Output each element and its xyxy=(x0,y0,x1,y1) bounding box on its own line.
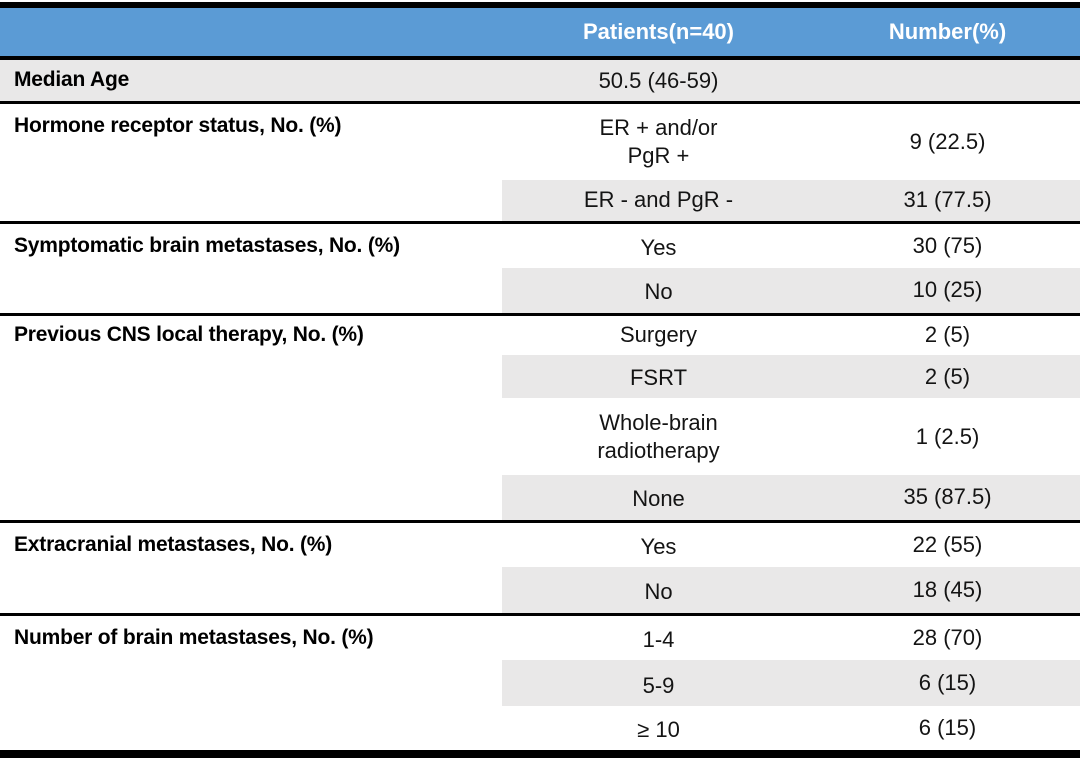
row-detail-cell: No xyxy=(502,268,815,314)
row-detail-cell: ER + and/or PgR + xyxy=(502,100,815,180)
row-label-cell xyxy=(0,706,502,754)
row-detail-cell: Yes xyxy=(502,220,815,268)
row-value-cell: 31 (77.5) xyxy=(815,180,1080,222)
row-value-cell: 28 (70) xyxy=(815,612,1080,660)
row-value-cell xyxy=(815,58,1080,102)
row-value-cell: 1 (2.5) xyxy=(915,423,980,449)
row-label-cell xyxy=(0,180,502,222)
row-label-cell: Hormone receptor status, No. (%) xyxy=(0,100,502,180)
table-row-hormone-er-pos: Hormone receptor status, No. (%) ER + an… xyxy=(0,100,1080,180)
row-detail-cell: 5-9 xyxy=(502,660,815,706)
row-value-cell: 6 (15) xyxy=(815,660,1080,706)
row-value-cell: 2 (5) xyxy=(815,355,1080,398)
row-label-cell: Symptomatic brain metastases, No. (%) xyxy=(0,220,502,268)
table-row-brainmets-5-9: 5-9 6 (15) xyxy=(0,660,1080,706)
header-patients-cell: Patients(n=40) xyxy=(502,2,815,60)
row-label-cell xyxy=(0,355,502,398)
row-label-cell xyxy=(0,660,502,706)
row-value-cell: 18 (45) xyxy=(815,567,1080,614)
row-value-cell: 2 (5) xyxy=(815,312,1080,355)
row-label-cell xyxy=(0,268,502,314)
row-value-cell: 9 (22.5) xyxy=(815,100,1080,180)
header-empty-cell xyxy=(0,2,502,60)
table-row-hormone-er-neg: ER - and PgR - 31 (77.5) xyxy=(0,180,1080,222)
table-row-median-age: Median Age 50.5 (46-59) xyxy=(0,58,1080,102)
row-label-cell: Extracranial metastases, No. (%) xyxy=(0,519,502,567)
row-label-cell xyxy=(0,475,502,521)
row-detail-cell: Surgery xyxy=(502,312,815,355)
table-header-row: Patients(n=40) Number(%) xyxy=(0,2,1080,60)
table-row-symptomatic-yes: Symptomatic brain metastases, No. (%) Ye… xyxy=(0,220,1080,268)
row-value-cell: 22 (55) xyxy=(815,519,1080,567)
table-row-cns-none: None 35 (87.5) xyxy=(0,475,1080,521)
row-detail-cell: 50.5 (46-59) xyxy=(502,58,815,102)
table-row-symptomatic-no: No 10 (25) xyxy=(0,268,1080,314)
row-label-cell xyxy=(0,567,502,614)
table-row-extracranial-yes: Extracranial metastases, No. (%) Yes 22 … xyxy=(0,519,1080,567)
row-value-cell: 10 (25) xyxy=(815,268,1080,314)
table-row-cns-surgery: Previous CNS local therapy, No. (%) Surg… xyxy=(0,312,1080,355)
table-row-cns-wbrt: Whole-brain radiotherapy 1 (2.5) xyxy=(0,398,1080,475)
table-row-brainmets-10plus: ≥ 10 6 (15) xyxy=(0,706,1080,754)
row-detail-cell: No xyxy=(502,567,815,614)
row-value-cell: 35 (87.5) xyxy=(815,475,1080,521)
row-value-cell: 30 (75) xyxy=(815,220,1080,268)
row-label-cell: Previous CNS local therapy, No. (%) xyxy=(0,312,502,355)
table-row-brainmets-1-4: Number of brain metastases, No. (%) 1-4 … xyxy=(0,612,1080,660)
table-row-cns-fsrt: FSRT 2 (5) xyxy=(0,355,1080,398)
row-detail-cell: ≥ 10 xyxy=(637,716,680,742)
row-detail-cell: Whole-brain radiotherapy xyxy=(597,410,720,463)
row-detail-cell: None xyxy=(502,475,815,521)
row-detail-cell: FSRT xyxy=(502,355,815,398)
header-number-cell: Number(%) xyxy=(815,2,1080,60)
row-detail-cell: Yes xyxy=(502,519,815,567)
row-label-cell: Median Age xyxy=(0,58,502,102)
row-detail-cell: ER - and PgR - xyxy=(502,180,815,222)
row-detail-cell: 1-4 xyxy=(502,612,815,660)
table-row-extracranial-no: No 18 (45) xyxy=(0,567,1080,614)
row-label-cell xyxy=(0,398,502,475)
patient-characteristics-table: Patients(n=40) Number(%) Median Age 50.5… xyxy=(0,2,1080,758)
row-value-cell: 6 (15) xyxy=(918,715,977,740)
row-label-cell: Number of brain metastases, No. (%) xyxy=(0,612,502,660)
